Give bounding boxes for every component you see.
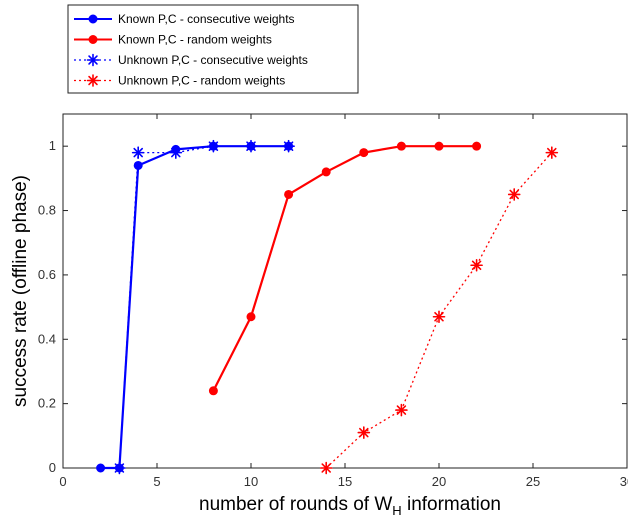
x-tick-label: 25 <box>526 474 540 489</box>
legend-label: Unknown P,C - random weights <box>118 74 285 88</box>
legend-box <box>67 4 359 94</box>
legend-entry: Known P,C - random weights <box>74 33 272 47</box>
data-point <box>321 167 331 177</box>
x-tick-label: 10 <box>244 474 258 489</box>
y-tick-label: 0.2 <box>38 396 56 411</box>
x-tick-label: 30 <box>620 474 628 489</box>
data-point <box>207 139 220 153</box>
axis-ticks: 0 5 10 15 20 25 30 0 0.2 0.4 0.6 0.8 1 <box>38 114 628 489</box>
data-point <box>86 53 100 67</box>
data-point <box>96 463 106 473</box>
series-2 <box>208 141 482 396</box>
series-4 <box>319 146 559 475</box>
legend-label: Unknown P,C - consecutive weights <box>118 53 308 67</box>
x-axis-label: number of rounds of WH information <box>199 494 501 518</box>
series-3 <box>113 139 295 475</box>
data-point <box>432 310 446 324</box>
data-point <box>284 189 294 199</box>
data-point <box>396 141 406 151</box>
data-point <box>359 148 369 158</box>
data-point <box>86 74 100 87</box>
data-point <box>88 14 98 24</box>
y-tick-label: 0 <box>49 460 56 475</box>
legend-entry: Known P,C - consecutive weights <box>74 12 295 26</box>
data-point <box>282 139 295 153</box>
legend-label: Known P,C - consecutive weights <box>118 12 295 26</box>
series-line <box>212 145 477 392</box>
data-point <box>434 141 444 151</box>
y-tick-label: 1 <box>49 138 56 153</box>
data-point <box>395 403 408 417</box>
data-point <box>545 146 559 159</box>
series-layer <box>96 139 559 475</box>
x-tick-label: 20 <box>432 474 446 489</box>
data-point <box>357 426 371 439</box>
data-point <box>133 160 143 170</box>
x-axis-label-subscript: H <box>392 503 401 518</box>
data-point <box>472 141 482 151</box>
data-point <box>88 35 98 44</box>
data-point <box>246 312 256 322</box>
x-tick-label: 15 <box>338 474 352 489</box>
x-tick-label: 0 <box>59 474 66 489</box>
data-point <box>169 146 183 159</box>
data-point <box>208 386 218 396</box>
legend-label: Known P,C - random weights <box>118 33 272 47</box>
legend-entry: Unknown P,C - consecutive weights <box>74 53 308 67</box>
data-point <box>244 139 258 153</box>
data-point <box>131 146 145 159</box>
x-axis-label-main: number of rounds of W <box>199 494 392 515</box>
data-point <box>507 188 521 201</box>
y-tick-label: 0.8 <box>38 203 56 218</box>
x-tick-label: 5 <box>153 474 160 489</box>
legend-entry: Unknown P,C - random weights <box>74 74 285 88</box>
y-tick-label: 0.6 <box>38 267 56 282</box>
data-point <box>470 258 483 272</box>
plot-frame <box>62 113 628 469</box>
legend: Known P,C - consecutive weights Known P,C… <box>67 4 359 94</box>
data-point <box>113 461 126 475</box>
x-axis-label-suffix: information <box>402 494 501 515</box>
y-tick-label: 0.4 <box>38 331 56 346</box>
y-axis-label: success rate (offline phase) <box>10 175 31 407</box>
data-point <box>319 461 333 475</box>
